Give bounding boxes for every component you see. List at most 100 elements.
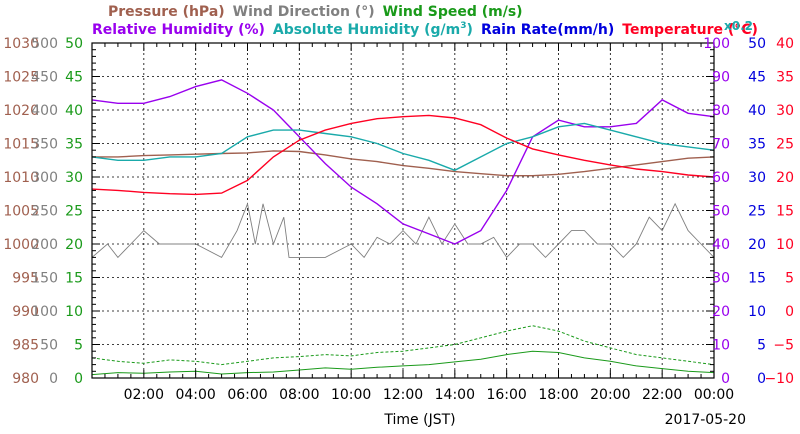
legend-entry: Relative Humidity (%) xyxy=(92,22,265,38)
temperature-tick-label: 35 xyxy=(776,70,794,86)
legend-superscript: 3 xyxy=(460,21,466,31)
x-tick-label: 10:00 xyxy=(331,387,371,403)
wind_direction-tick-label: 300 xyxy=(31,170,58,186)
wind_direction-tick-label: 200 xyxy=(31,237,58,253)
tick-marks xyxy=(91,42,715,379)
x02-label: x0.2 xyxy=(724,19,753,33)
pressure-tick-label: 995 xyxy=(12,271,39,287)
wind_speed-tick-label: 35 xyxy=(65,137,83,153)
humidity-tick-label: 60 xyxy=(712,170,730,186)
pressure-tick-label: 1030 xyxy=(3,36,39,52)
rain_rate-tick-label: 45 xyxy=(748,70,766,86)
rain_rate-tick-label: 20 xyxy=(748,237,766,253)
humidity-tick-label: 30 xyxy=(712,271,730,287)
humidity-tick-label: 70 xyxy=(712,137,730,153)
pressure-tick-label: 1010 xyxy=(3,170,39,186)
wind_speed-tick-label: 10 xyxy=(65,304,83,320)
pressure-tick-label: 980 xyxy=(12,371,39,387)
rain_rate-tick-label: 5 xyxy=(757,338,766,354)
pressure-tick-label: 1025 xyxy=(3,70,39,86)
rain_rate-tick-label: 35 xyxy=(748,137,766,153)
series-relative-humidity xyxy=(91,79,715,245)
wind_speed-tick-label: 15 xyxy=(65,271,83,287)
grid xyxy=(92,43,714,378)
pressure-tick-label: 1000 xyxy=(3,237,39,253)
legend-row-2: Relative Humidity (%) Absolute Humidity (… xyxy=(92,21,758,38)
pressure-tick-label: 990 xyxy=(12,304,39,320)
temperature-tick-label: 40 xyxy=(776,36,794,52)
humidity-tick-label: 80 xyxy=(712,103,730,119)
x-tick-label: 00:00 xyxy=(694,387,734,403)
x-tick-label: 12:00 xyxy=(383,387,423,403)
rain_rate-tick-label: 0 xyxy=(757,371,766,387)
rain_rate-tick-label: 25 xyxy=(748,204,766,220)
x-tick-label: 02:00 xyxy=(124,387,164,403)
temperature-tick-label: −10 xyxy=(764,371,794,387)
series-pressure xyxy=(92,150,715,177)
temperature-tick-label: 30 xyxy=(776,103,794,119)
wind_direction-tick-label: 400 xyxy=(31,103,58,119)
temperature-tick-label: 25 xyxy=(776,137,794,153)
humidity-tick-label: 0 xyxy=(721,371,730,387)
temperature-tick-label: 15 xyxy=(776,204,794,220)
humidity-tick-label: 90 xyxy=(712,70,730,86)
wind_speed-tick-label: 5 xyxy=(74,338,83,354)
legend-entry: Temperature (°C) xyxy=(622,22,758,38)
humidity-tick-label: 20 xyxy=(712,304,730,320)
rain_rate-tick-label: 50 xyxy=(748,36,766,52)
x-tick-label: 20:00 xyxy=(590,387,630,403)
temperature-tick-label: 10 xyxy=(776,237,794,253)
series-absolute-humidity xyxy=(91,122,715,172)
rain_rate-tick-label: 10 xyxy=(748,304,766,320)
x-tick-label: 18:00 xyxy=(538,387,578,403)
humidity-tick-label: 50 xyxy=(712,204,730,220)
series-group xyxy=(91,79,715,376)
x-tick-label: 16:00 xyxy=(486,387,526,403)
series-wind-speed-max xyxy=(91,325,715,366)
wind_direction-tick-label: 150 xyxy=(31,271,58,287)
wind_direction-tick-label: 500 xyxy=(31,36,58,52)
x-tick-label: 04:00 xyxy=(175,387,215,403)
x-tick-label: 22:00 xyxy=(642,387,682,403)
x-tick-label: 08:00 xyxy=(279,387,319,403)
date-label: 2017-05-20 xyxy=(665,412,746,428)
temperature-tick-label: 20 xyxy=(776,170,794,186)
wind_speed-tick-label: 20 xyxy=(65,237,83,253)
wind_speed-tick-label: 30 xyxy=(65,170,83,186)
series-temperature xyxy=(91,114,715,196)
rain_rate-tick-label: 40 xyxy=(748,103,766,119)
wind_direction-tick-label: 450 xyxy=(31,70,58,86)
x-axis-label: Time (JST) xyxy=(383,412,455,428)
temperature-tick-label: −5 xyxy=(773,338,794,354)
wind_direction-tick-label: 250 xyxy=(31,204,58,220)
legend-entry: Wind Speed (m/s) xyxy=(383,4,523,20)
legend-close: ) xyxy=(467,22,473,38)
x-tick-label: 06:00 xyxy=(227,387,267,403)
wind_speed-tick-label: 25 xyxy=(65,204,83,220)
pressure-tick-label: 985 xyxy=(12,338,39,354)
wind_direction-tick-label: 0 xyxy=(49,371,58,387)
x-tick-label: 14:00 xyxy=(435,387,475,403)
wind_speed-tick-label: 0 xyxy=(74,371,83,387)
legend-row-1: Pressure (hPa) Wind Direction (°) Wind Spe… xyxy=(108,4,523,20)
temperature-tick-label: 5 xyxy=(785,271,794,287)
wind_direction-tick-label: 50 xyxy=(40,338,58,354)
pressure-tick-label: 1015 xyxy=(3,137,39,153)
legend-entry: Pressure (hPa) xyxy=(108,4,225,20)
humidity-tick-label: 40 xyxy=(712,237,730,253)
wind_speed-tick-label: 40 xyxy=(65,103,83,119)
legend-entry: Rain Rate(mm/h) xyxy=(481,22,614,38)
legend-entry: Wind Direction (°) xyxy=(233,4,375,20)
wind_direction-tick-label: 100 xyxy=(31,304,58,320)
wind_speed-tick-label: 50 xyxy=(65,36,83,52)
series-wind-direction xyxy=(91,202,715,259)
legend: Pressure (hPa) Wind Direction (°) Wind Spe… xyxy=(92,4,758,38)
axis-tick-labels: 9809859909951000100510101015102010251030… xyxy=(3,36,794,403)
legend-entry: Absolute Humidity (g/m xyxy=(273,22,460,38)
wind_speed-tick-label: 45 xyxy=(65,70,83,86)
wind_direction-tick-label: 350 xyxy=(31,137,58,153)
humidity-tick-label: 100 xyxy=(703,36,730,52)
temperature-tick-label: 0 xyxy=(785,304,794,320)
rain_rate-tick-label: 15 xyxy=(748,271,766,287)
